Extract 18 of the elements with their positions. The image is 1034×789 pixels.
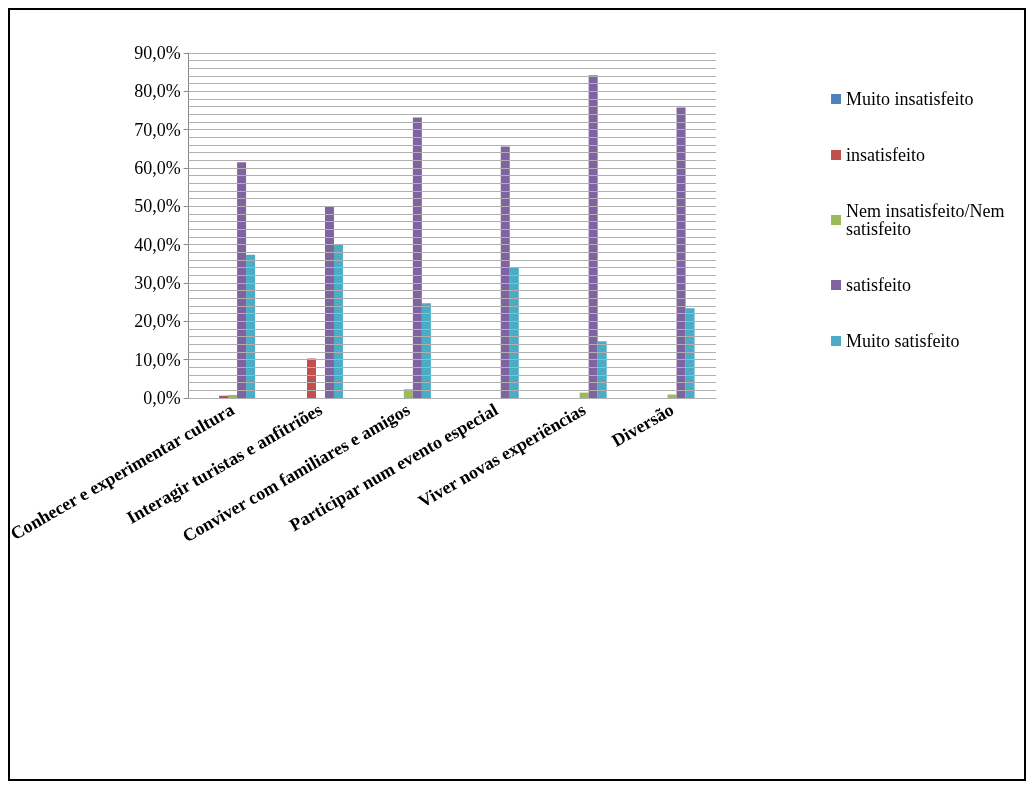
legend-label: insatisfeito: [846, 145, 926, 165]
y-tick-label: 0,0%: [143, 388, 181, 408]
bar: [228, 394, 238, 398]
y-tick-label: 20,0%: [134, 311, 181, 332]
y-tick-label: 80,0%: [134, 81, 181, 102]
y-tick-label: 40,0%: [134, 234, 181, 255]
y-tick-label: 10,0%: [134, 349, 181, 370]
legend-label: satisfeito: [846, 275, 912, 295]
y-tick-label: 60,0%: [134, 158, 181, 178]
bar: [579, 392, 589, 398]
legend-label: Nem insatisfeito/Nem satisfeito: [846, 201, 1009, 239]
legend-label: Muito satisfeito: [846, 331, 960, 351]
legend-label: Muito insatisfeito: [846, 89, 974, 109]
y-tick-label: 30,0%: [134, 273, 181, 293]
y-tick-label: 90,0%: [134, 43, 181, 63]
y-tick-label: 50,0%: [134, 196, 181, 217]
bar: [403, 389, 413, 398]
y-tick-label: 70,0%: [134, 119, 181, 140]
